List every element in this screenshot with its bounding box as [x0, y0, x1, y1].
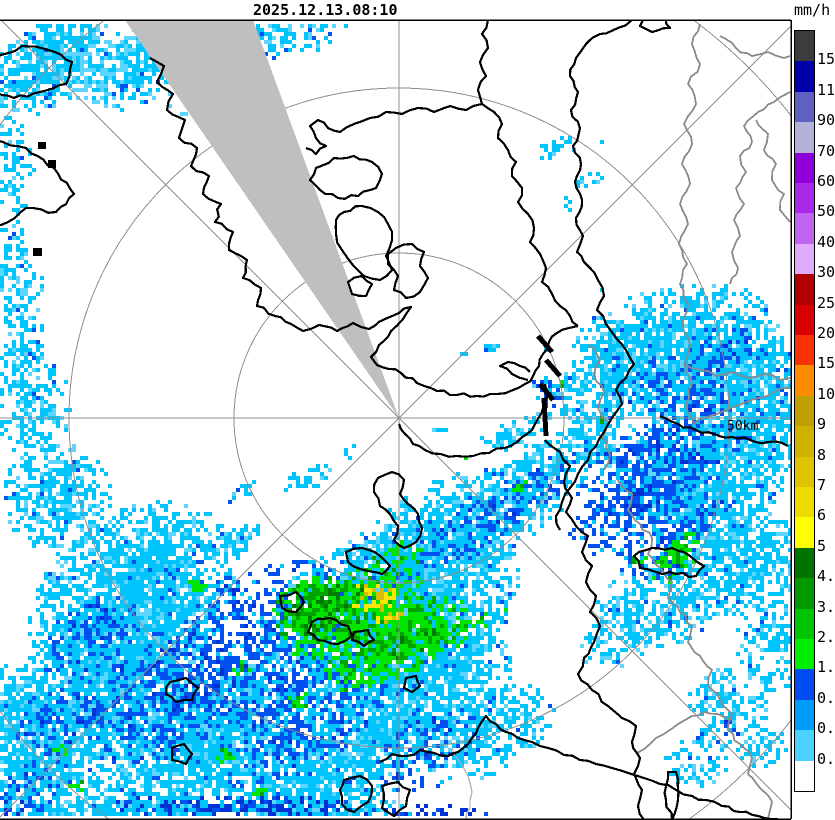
timestamp: 2025.12.13.08:10 — [253, 1, 398, 19]
precipitation-layer — [0, 24, 792, 816]
admin-boundaries-layer — [451, 23, 791, 819]
map-frame — [0, 19, 792, 820]
range-ring-label: 50km — [727, 419, 758, 434]
unit-label: mm/h — [794, 1, 831, 19]
coastlines-layer — [0, 20, 789, 819]
beam-blockage-wedge — [125, 20, 399, 418]
